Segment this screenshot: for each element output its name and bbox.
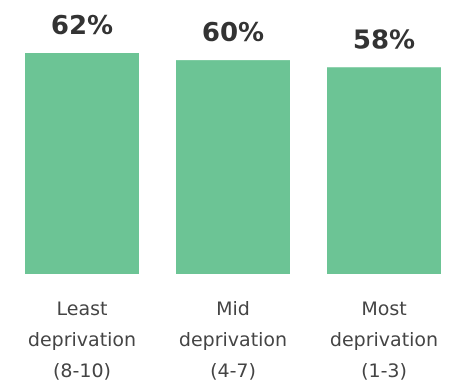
category-label-2-line-1: deprivation — [330, 329, 438, 351]
value-label-1: 60% — [202, 18, 264, 48]
category-label-1-line-2: (4-7) — [210, 360, 256, 382]
value-label-2: 58% — [353, 25, 415, 55]
category-label-0-line-1: deprivation — [28, 329, 136, 351]
bar-1 — [176, 60, 290, 275]
category-label-0-line-0: Least — [57, 298, 108, 320]
value-label-0: 62% — [51, 11, 113, 41]
category-label-1-line-0: Mid — [216, 298, 250, 320]
category-label-1-line-1: deprivation — [179, 329, 287, 351]
category-label-0-line-2: (8-10) — [53, 360, 111, 382]
category-label-2-line-2: (1-3) — [361, 360, 407, 382]
bar-2 — [327, 67, 441, 275]
bar-0 — [25, 53, 139, 274]
category-label-2-line-0: Most — [361, 298, 406, 320]
